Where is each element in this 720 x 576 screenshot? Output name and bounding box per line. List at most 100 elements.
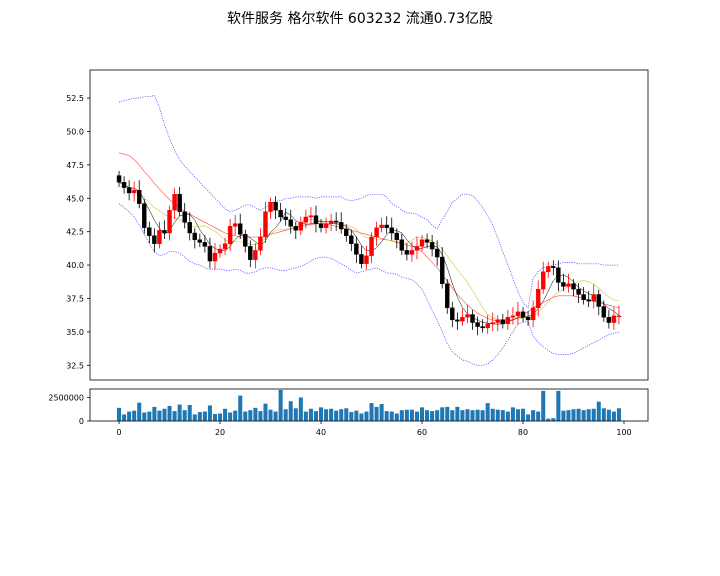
volume-bar: [460, 410, 465, 421]
volume-bar: [536, 411, 541, 421]
volume-bar: [546, 418, 551, 421]
y-tick-label: 37.5: [66, 294, 84, 303]
candle-body: [258, 236, 263, 251]
candle-body: [596, 294, 601, 307]
candle-body: [318, 223, 324, 228]
candle-body: [566, 283, 571, 287]
y-tick-label: 40.0: [66, 261, 84, 270]
candle-body: [485, 323, 490, 329]
candle-body: [268, 202, 273, 212]
candle-body: [551, 266, 556, 268]
candle-body: [263, 211, 268, 238]
candle-body: [460, 316, 465, 322]
volume-bar: [187, 405, 192, 421]
volume-bar: [556, 390, 561, 421]
candle-body: [243, 234, 248, 247]
volume-bar: [531, 410, 536, 421]
volume-bar: [207, 405, 212, 421]
price-y-axis: 32.5 35.0 37.5 40.0 42.5 45.0 47.5 50.0 52.5: [66, 94, 90, 370]
candle-body: [182, 211, 187, 223]
volume-bar: [202, 411, 207, 421]
volume-bar: [192, 414, 197, 421]
candle-body: [515, 311, 521, 317]
volume-bar: [591, 408, 596, 421]
volume-bar: [313, 411, 318, 421]
y-tick-label: 47.5: [66, 161, 84, 170]
candle-body: [232, 223, 238, 227]
volume-bar: [117, 407, 122, 421]
volume-bar: [505, 411, 510, 421]
volume-bar: [308, 408, 313, 421]
volume-panel: 0 2500000 0 20 40 60 80 100: [48, 388, 649, 437]
candle-body: [364, 255, 369, 264]
candle-body: [384, 224, 389, 228]
candle-body: [374, 227, 379, 238]
volume-bar: [485, 403, 490, 421]
volume-bar: [404, 409, 409, 421]
candle-body: [207, 246, 213, 262]
candle-body: [303, 216, 309, 223]
volume-bar: [566, 410, 571, 421]
candle-body: [313, 215, 319, 224]
volume-bar: [561, 410, 566, 421]
volume-bar: [132, 410, 137, 421]
price-plot-area: [116, 94, 622, 366]
volume-bar: [137, 402, 142, 421]
volume-bar: [167, 405, 172, 421]
volume-bar: [435, 410, 440, 421]
volume-bar: [197, 412, 202, 421]
volume-bar: [515, 409, 520, 421]
candle-body: [434, 248, 440, 258]
volume-bar: [339, 409, 344, 421]
candle-body: [470, 314, 475, 323]
volume-bar: [182, 410, 187, 421]
candle-body: [556, 267, 561, 283]
candle-body: [197, 239, 203, 243]
y-tick-label: 45.0: [66, 194, 84, 203]
candle-body: [601, 306, 607, 318]
volume-bar: [354, 410, 359, 421]
candle-body: [530, 307, 536, 321]
candle-body: [450, 307, 455, 321]
volume-bar: [349, 412, 354, 421]
volume-bar: [253, 407, 258, 421]
volume-bar: [147, 411, 152, 421]
volume-bar: [212, 413, 218, 421]
volume-bar: [379, 404, 384, 421]
chart-title: 软件服务 格尔软件 603232 流通0.73亿股: [227, 11, 493, 27]
candle-body: [510, 315, 516, 318]
volume-bar: [409, 409, 414, 421]
candle-body: [606, 316, 612, 323]
volume-bar: [425, 410, 430, 421]
volume-bar: [319, 407, 324, 421]
volume-bar: [586, 409, 591, 421]
candle-body: [177, 194, 182, 212]
volume-bar: [450, 410, 455, 421]
volume-bar: [576, 408, 581, 421]
volume-bar: [389, 411, 394, 421]
volume-bar: [233, 410, 238, 421]
volume-bar: [334, 410, 339, 421]
volume-bar: [298, 397, 303, 421]
volume-bar: [344, 408, 349, 421]
candle-body: [546, 266, 551, 272]
volume-bar: [500, 410, 505, 421]
volume-bar: [399, 410, 404, 421]
candle-body: [404, 250, 410, 255]
candle-body: [399, 239, 405, 251]
volume-bar: [414, 411, 419, 421]
volume-bar: [601, 408, 606, 421]
volume-axes-frame: [89, 388, 649, 422]
candle-body: [283, 216, 288, 220]
candle-body: [162, 230, 167, 234]
candle-body: [222, 243, 228, 250]
volume-bar: [122, 414, 127, 421]
candle-body: [480, 326, 485, 329]
volume-bar: [223, 408, 228, 421]
candle-body: [505, 316, 511, 325]
volume-bar: [611, 411, 616, 421]
volume-bar: [475, 409, 480, 421]
volume-bar: [480, 410, 485, 421]
candle-body: [445, 283, 450, 309]
candle-body: [591, 294, 596, 302]
